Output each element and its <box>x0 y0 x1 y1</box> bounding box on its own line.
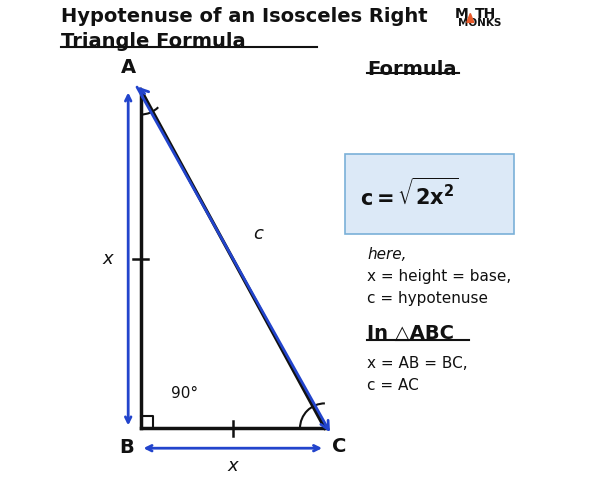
Text: c: c <box>253 225 263 243</box>
Text: MONKS: MONKS <box>458 18 502 28</box>
Text: TH: TH <box>475 7 496 21</box>
FancyBboxPatch shape <box>345 154 514 234</box>
Text: x: x <box>103 250 113 268</box>
Text: c = hypotenuse: c = hypotenuse <box>367 291 488 306</box>
Text: x: x <box>227 457 238 475</box>
Text: Formula: Formula <box>367 60 457 79</box>
Text: In △ABC: In △ABC <box>367 324 454 343</box>
Text: B: B <box>119 438 134 457</box>
Text: here,: here, <box>367 247 407 261</box>
Text: A: A <box>121 58 136 77</box>
Text: C: C <box>332 437 346 456</box>
Text: Hypotenuse of an Isosceles Right
Triangle Formula: Hypotenuse of an Isosceles Right Triangl… <box>61 7 428 51</box>
Polygon shape <box>467 13 474 22</box>
Text: 90°: 90° <box>170 386 197 401</box>
Text: M: M <box>454 7 468 21</box>
Text: x = AB = BC,: x = AB = BC, <box>367 356 468 371</box>
Text: $\mathbf{c = \sqrt{2x^2}}$: $\mathbf{c = \sqrt{2x^2}}$ <box>360 178 458 210</box>
Text: x = height = base,: x = height = base, <box>367 269 511 284</box>
Text: c = AC: c = AC <box>367 378 419 393</box>
